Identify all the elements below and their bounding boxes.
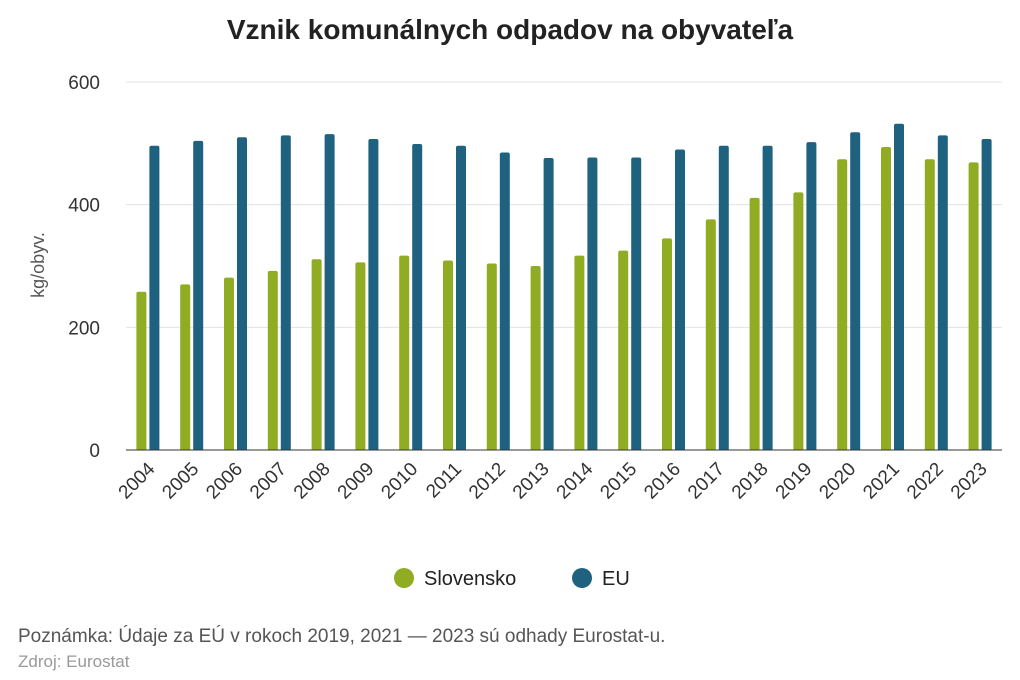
bar-slovensko-2006[interactable] — [224, 277, 234, 450]
source-note: Zdroj: Eurostat — [18, 652, 130, 671]
x-tick-label: 2019 — [772, 459, 817, 504]
bar-eu-2012[interactable] — [499, 152, 510, 451]
chart-title: Vznik komunálnych odpadov na obyvateľa — [226, 14, 794, 45]
legend[interactable]: Slovensko EU — [394, 568, 630, 590]
legend-marker — [394, 568, 414, 588]
bar-eu-2010[interactable] — [412, 143, 423, 451]
x-tick-label: 2021 — [859, 459, 904, 504]
x-tick-label: 2006 — [202, 459, 247, 504]
bar-eu-2017[interactable] — [718, 145, 729, 450]
y-axis: 0 200 400 600 — [68, 73, 100, 462]
x-tick-label: 2010 — [377, 459, 422, 504]
bars — [136, 123, 992, 451]
bar-eu-2014[interactable] — [587, 157, 598, 450]
bar-eu-2011[interactable] — [456, 145, 466, 450]
bar-slovensko-2017[interactable] — [705, 219, 716, 450]
bar-eu-2021[interactable] — [894, 123, 904, 450]
y-tick-label: 0 — [89, 441, 100, 462]
bar-slovensko-2008[interactable] — [311, 259, 322, 450]
x-tick-label: 2018 — [728, 459, 773, 504]
bar-slovensko-2020[interactable] — [837, 159, 848, 450]
x-tick-label: 2014 — [553, 458, 598, 503]
bar-eu-2022[interactable] — [937, 135, 948, 451]
x-tick-label: 2008 — [290, 459, 335, 504]
bar-eu-2009[interactable] — [368, 139, 379, 451]
bar-slovensko-2021[interactable] — [881, 147, 891, 450]
x-tick-label: 2013 — [509, 459, 554, 504]
x-tick-label: 2020 — [815, 459, 860, 504]
bar-eu-2016[interactable] — [675, 149, 685, 450]
x-tick-label: 2009 — [334, 459, 379, 504]
bar-slovensko-2005[interactable] — [180, 284, 191, 450]
bar-eu-2018[interactable] — [762, 145, 773, 450]
y-axis-label: kg/obyv. — [28, 232, 48, 298]
bar-eu-2023[interactable] — [981, 139, 992, 451]
bar-eu-2019[interactable] — [806, 142, 817, 450]
bar-slovensko-2011[interactable] — [443, 260, 453, 450]
bar-slovensko-2013[interactable] — [530, 266, 541, 450]
y-tick-label: 600 — [68, 73, 100, 94]
bar-slovensko-2015[interactable] — [618, 250, 629, 450]
bar-eu-2006[interactable] — [237, 137, 247, 450]
bar-slovensko-2012[interactable] — [486, 263, 497, 450]
bar-slovensko-2019[interactable] — [793, 192, 804, 450]
bar-slovensko-2023[interactable] — [968, 162, 979, 450]
bar-slovensko-2009[interactable] — [355, 262, 366, 450]
bar-eu-2015[interactable] — [631, 157, 642, 450]
bar-slovensko-2018[interactable] — [749, 197, 760, 450]
x-tick-label: 2004 — [115, 458, 160, 503]
bar-slovensko-2022[interactable] — [924, 159, 935, 450]
legend-label: Slovensko — [424, 568, 516, 590]
legend-item-eu[interactable]: EU — [572, 568, 630, 590]
bar-slovensko-2014[interactable] — [574, 255, 585, 450]
x-tick-label: 2012 — [465, 459, 510, 504]
legend-marker — [572, 568, 592, 588]
x-tick-label: 2023 — [947, 459, 992, 504]
bar-slovensko-2004[interactable] — [136, 291, 147, 450]
bar-eu-2013[interactable] — [543, 158, 554, 450]
x-tick-label: 2022 — [903, 459, 948, 504]
legend-item-slovensko[interactable]: Slovensko — [394, 568, 516, 590]
x-tick-label: 2016 — [640, 459, 685, 504]
y-tick-label: 400 — [68, 196, 100, 217]
bar-eu-2005[interactable] — [193, 140, 204, 450]
y-tick-label: 200 — [68, 318, 100, 339]
x-tick-label: 2017 — [684, 459, 729, 504]
footnote: Poznámka: Údaje za EÚ v rokoch 2019, 202… — [18, 626, 666, 647]
x-tick-label: 2005 — [158, 459, 203, 504]
bar-slovensko-2007[interactable] — [267, 270, 278, 450]
bar-eu-2008[interactable] — [324, 134, 335, 450]
legend-label: EU — [602, 568, 630, 590]
bar-eu-2004[interactable] — [149, 145, 160, 450]
bar-eu-2020[interactable] — [850, 132, 861, 450]
bar-eu-2007[interactable] — [280, 135, 291, 451]
x-tick-label: 2011 — [422, 459, 466, 503]
bar-slovensko-2016[interactable] — [662, 238, 672, 450]
gridlines — [126, 81, 1002, 328]
x-tick-label: 2015 — [596, 459, 641, 504]
x-axis: 2004 2005 2006 2007 2008 2009 2010 2011 2012 2013… — [115, 458, 992, 503]
bar-slovensko-2010[interactable] — [399, 255, 410, 450]
x-tick-label: 2007 — [246, 459, 291, 504]
